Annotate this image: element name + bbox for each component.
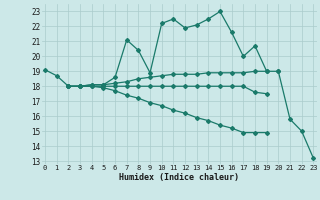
X-axis label: Humidex (Indice chaleur): Humidex (Indice chaleur)	[119, 173, 239, 182]
